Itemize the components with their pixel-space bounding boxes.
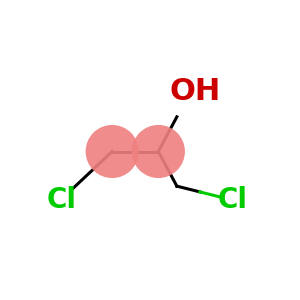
Circle shape: [85, 125, 139, 178]
Circle shape: [132, 125, 185, 178]
Text: OH: OH: [170, 77, 221, 106]
Text: Cl: Cl: [46, 186, 76, 214]
Text: Cl: Cl: [217, 186, 247, 214]
